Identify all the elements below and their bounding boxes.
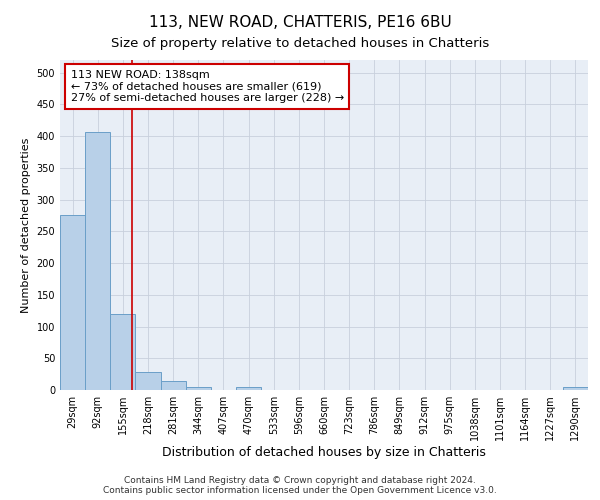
Bar	[161, 381, 186, 390]
Bar	[110, 314, 136, 390]
Text: 113, NEW ROAD, CHATTERIS, PE16 6BU: 113, NEW ROAD, CHATTERIS, PE16 6BU	[149, 15, 451, 30]
Text: 113 NEW ROAD: 138sqm
← 73% of detached houses are smaller (619)
27% of semi-deta: 113 NEW ROAD: 138sqm ← 73% of detached h…	[71, 70, 344, 103]
Y-axis label: Number of detached properties: Number of detached properties	[21, 138, 31, 312]
Bar	[85, 132, 110, 390]
Bar	[186, 387, 211, 390]
Bar	[563, 387, 588, 390]
Bar	[60, 216, 85, 390]
X-axis label: Distribution of detached houses by size in Chatteris: Distribution of detached houses by size …	[162, 446, 486, 459]
Text: Size of property relative to detached houses in Chatteris: Size of property relative to detached ho…	[111, 38, 489, 51]
Bar	[136, 372, 161, 390]
Bar	[236, 387, 261, 390]
Text: Contains HM Land Registry data © Crown copyright and database right 2024.
Contai: Contains HM Land Registry data © Crown c…	[103, 476, 497, 495]
